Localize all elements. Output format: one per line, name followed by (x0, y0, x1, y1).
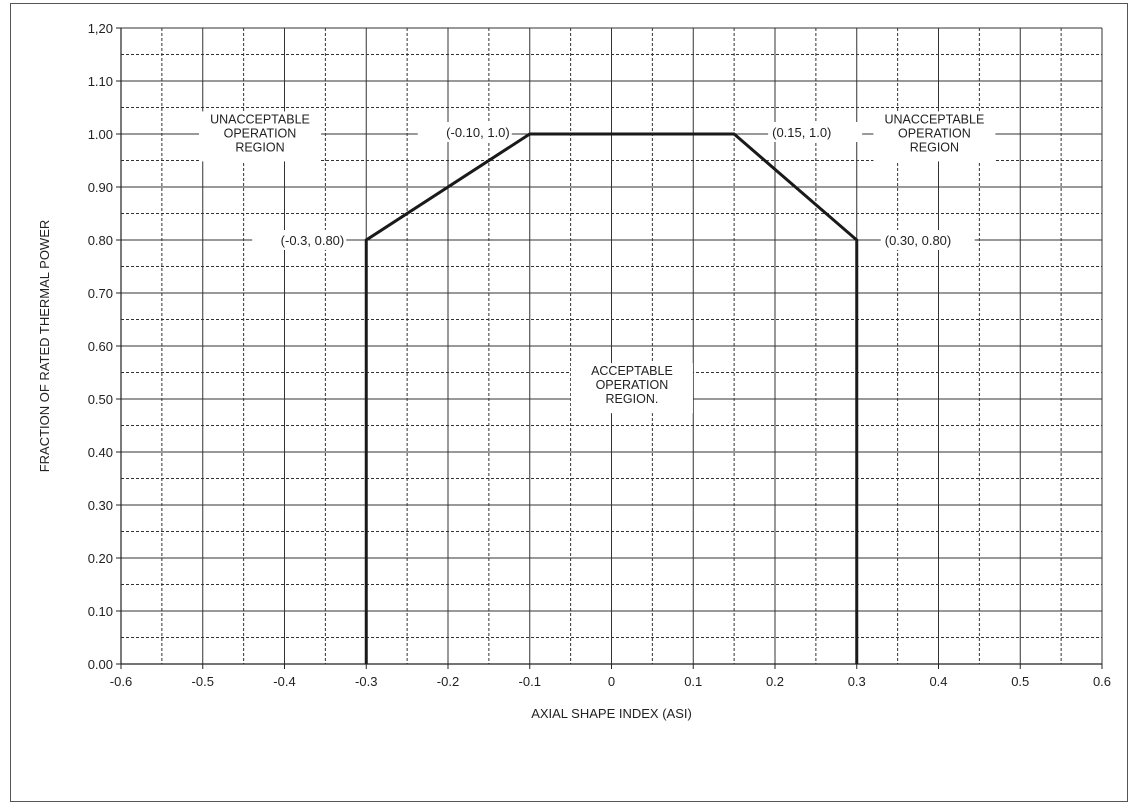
x-tick-labels: -0.6 -0.5 -0.4 -0.3 -0.2 -0.1 0 0.1 0.2 0.3 0.4 0.5… (110, 674, 1111, 689)
y-tick-label: 0.90 (88, 180, 113, 195)
region-label-line: REGION. (606, 392, 659, 406)
series-layer (364, 132, 859, 664)
y-tick-label: 0.20 (88, 551, 113, 566)
region-label-line: UNACCEPTABLE (210, 112, 310, 126)
point-label-bg (417, 122, 512, 142)
region-label-line: REGION (235, 140, 284, 154)
point-labels: (-0.3, 0.80) (-0.10, 1.0) (0.15, 1.0) (0.30… (252, 122, 975, 250)
y-tick-label: 0.10 (88, 604, 113, 619)
y-tick-labels: 0.00 0.10 0.20 0.30 0.40 0.50 0.60 0.70 0.80 0.90… (88, 21, 113, 672)
region-label-bg (198, 111, 321, 162)
limit-line (364, 132, 859, 664)
point-label: (-0.3, 0.80) (281, 233, 345, 248)
region-label-bg (570, 363, 693, 414)
y-tick-label: 0.80 (88, 233, 113, 248)
chart-frame: -0.6 -0.5 -0.4 -0.3 -0.2 -0.1 0 0.1 0.2 0.3 0.4 0.5… (10, 3, 1128, 802)
region-label-bg (873, 111, 996, 162)
y-tick-label: 0.00 (88, 657, 113, 672)
x-tick-label: 0.6 (1093, 674, 1111, 689)
x-tick-label: 0.3 (848, 674, 866, 689)
region-label-line: ACCEPTABLE (591, 364, 673, 378)
point-label-bg (252, 230, 347, 250)
x-tick-label: -0.5 (192, 674, 214, 689)
x-tick-label: 0.1 (684, 674, 702, 689)
region-label-line: UNACCEPTABLE (885, 112, 985, 126)
y-tick-label: 1.10 (88, 74, 113, 89)
y-tick-label: 0.40 (88, 445, 113, 460)
x-tick-label: -0.1 (519, 674, 541, 689)
axes (116, 27, 1103, 669)
x-tick-label: 0 (608, 674, 615, 689)
x-tick-label: -0.4 (273, 674, 295, 689)
point-label: (0.30, 0.80) (885, 233, 952, 248)
y-tick-label: 0.50 (88, 392, 113, 407)
region-label-line: OPERATION (596, 378, 669, 392)
asi-power-chart: -0.6 -0.5 -0.4 -0.3 -0.2 -0.1 0 0.1 0.2 0.3 0.4 0.5… (37, 21, 1111, 721)
y-tick-label: 0.60 (88, 339, 113, 354)
point-label-bg (880, 230, 975, 250)
x-tick-label: 0.5 (1011, 674, 1029, 689)
y-tick-label: 1,20 (88, 21, 113, 36)
point-label: (-0.10, 1.0) (446, 125, 510, 140)
y-tick-label: 0.30 (88, 498, 113, 513)
y-tick-label: 0.70 (88, 286, 113, 301)
point-label-bg (768, 122, 863, 142)
region-labels: UNACCEPTABLEOPERATIONREGIONUNACCEPTABLEO… (198, 111, 996, 414)
x-tick-label: -0.2 (437, 674, 459, 689)
region-label-line: REGION (910, 140, 959, 154)
region-label-line: OPERATION (898, 126, 971, 140)
x-tick-label: -0.3 (355, 674, 377, 689)
x-tick-label: -0.6 (110, 674, 132, 689)
y-axis-title: FRACTION OF RATED THERMAL POWER (37, 220, 52, 473)
x-axis-title: AXIAL SHAPE INDEX (ASI) (531, 706, 692, 721)
point-label: (0.15, 1.0) (772, 125, 831, 140)
x-tick-label: 0.4 (929, 674, 947, 689)
x-tick-label: 0.2 (766, 674, 784, 689)
y-tick-label: 1.00 (88, 127, 113, 142)
region-label-line: OPERATION (224, 126, 297, 140)
